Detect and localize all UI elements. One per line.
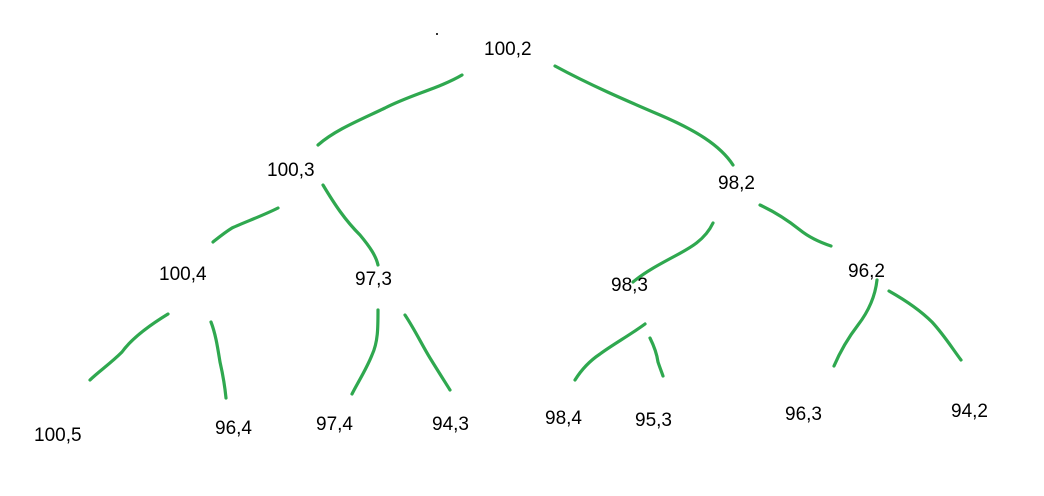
node-l3-1: 100,5 (34, 425, 82, 446)
edge-root-left (316, 73, 464, 147)
node-l3-2: 96,4 (215, 418, 252, 439)
node-l3-3: 97,4 (316, 414, 353, 435)
node-l1-right: 98,2 (718, 173, 755, 194)
node-l2-3: 98,3 (611, 275, 648, 296)
edge-962-942 (887, 289, 963, 362)
edge-1004-1005 (88, 312, 170, 382)
node-l2-4: 96,2 (848, 261, 885, 282)
edge-973-974 (350, 308, 380, 396)
node-l3-8: 94,2 (951, 401, 988, 422)
edge-962-963 (832, 278, 879, 368)
node-root: 100,2 (484, 39, 532, 60)
edge-1003-973 (321, 183, 380, 267)
node-l3-5: 98,4 (545, 408, 582, 429)
edge-983-953 (648, 336, 665, 378)
edge-982-962 (758, 203, 833, 248)
node-l2-1: 100,4 (159, 264, 207, 285)
node-l2-2: 97,3 (355, 269, 392, 290)
edge-982-983 (631, 221, 715, 284)
edge-983-984 (573, 322, 647, 382)
node-l3-7: 96,3 (785, 404, 822, 425)
stray-dot (436, 33, 438, 35)
edge-973-943 (403, 313, 452, 392)
edge-1004-964 (209, 320, 228, 400)
edge-1003-1004 (211, 206, 280, 244)
node-l3-6: 95,3 (635, 410, 672, 431)
node-l1-left: 100,3 (267, 160, 315, 181)
node-l3-4: 94,3 (432, 414, 469, 435)
edge-root-right (553, 64, 735, 167)
